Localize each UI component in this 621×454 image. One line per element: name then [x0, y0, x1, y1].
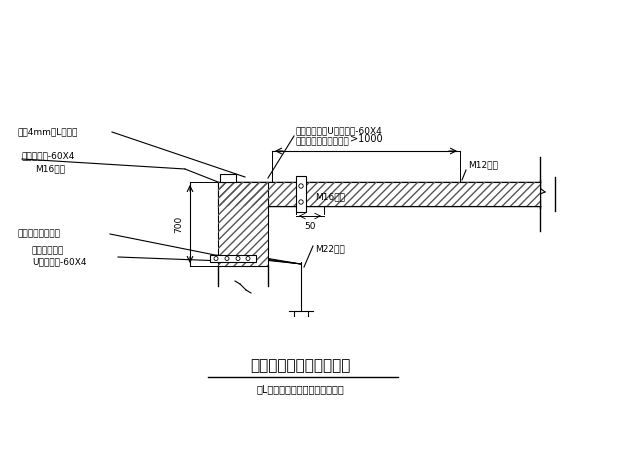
- Bar: [218, 182, 540, 206]
- Text: U形钉箍板-60X4: U形钉箍板-60X4: [32, 257, 86, 266]
- Text: 胶粘于棁上的U形钉箍板-60X4: 胶粘于棁上的U形钉箍板-60X4: [296, 127, 383, 135]
- Text: M22锶栓: M22锶栓: [315, 245, 345, 253]
- Bar: [218, 182, 268, 266]
- Text: >1000: >1000: [350, 134, 383, 144]
- Text: （L形钉板参数及中宽度见表一）: （L形钉板参数及中宽度见表一）: [256, 384, 344, 394]
- Bar: [218, 182, 268, 266]
- Bar: [218, 182, 540, 206]
- Text: M16锶栓: M16锶栓: [35, 164, 65, 173]
- Text: 梁面芳纶纤维锁固（一）: 梁面芳纶纤维锁固（一）: [250, 359, 350, 374]
- Text: M12锶栓: M12锶栓: [468, 161, 498, 169]
- Text: 横向钉压板-60X4: 横向钉压板-60X4: [22, 152, 75, 161]
- Text: M16锶栓: M16锶栓: [315, 192, 345, 202]
- Text: 粘贴4mm厚L形钉板: 粘贴4mm厚L形钉板: [18, 128, 78, 137]
- Text: 板上钓孔彩孔插入箍板: 板上钓孔彩孔插入箍板: [296, 138, 350, 147]
- Text: 胶粘于棁上的: 胶粘于棁上的: [32, 247, 64, 256]
- Bar: [220, 174, 236, 182]
- Text: 50: 50: [304, 222, 315, 231]
- Bar: [210, 255, 256, 262]
- Bar: [296, 176, 306, 212]
- Text: 加焺顶板（预焺）: 加焺顶板（预焺）: [18, 230, 61, 238]
- Text: 700: 700: [174, 215, 183, 232]
